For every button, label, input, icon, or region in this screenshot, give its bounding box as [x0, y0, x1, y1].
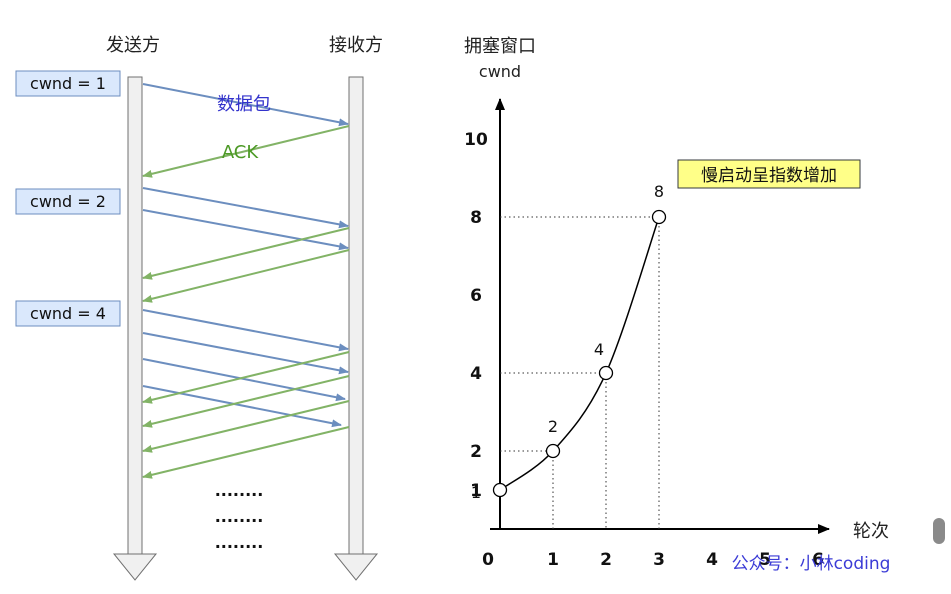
- y-tick-label: 1: [470, 481, 482, 501]
- ack-arrow: [142, 227, 350, 280]
- data-point: [651, 209, 667, 225]
- scrollbar-thumb[interactable]: [933, 518, 945, 544]
- ellipsis: ........: [215, 533, 264, 552]
- packet-arrow: [142, 309, 349, 352]
- cwnd-label: cwnd = 1: [30, 74, 106, 93]
- cwnd-label: cwnd = 2: [30, 192, 106, 211]
- ack-arrow: [142, 351, 350, 404]
- packet-arrows: [142, 83, 349, 428]
- receiver-timeline: [333, 76, 379, 581]
- x-tick-label: 5: [759, 550, 771, 570]
- x-tick-label: 4: [706, 550, 718, 570]
- y-tick-label: 2: [470, 442, 482, 462]
- x-tick-label: 0: [482, 550, 494, 570]
- y-axis-title: 拥塞窗口: [464, 36, 536, 57]
- packet-arrow: [142, 187, 349, 229]
- packet-label: 数据包: [217, 94, 271, 115]
- cwnd-box-1: cwnd = 1: [15, 70, 121, 97]
- data-point-label: 8: [654, 182, 664, 201]
- cwnd-box-2: cwnd = 2: [15, 188, 121, 215]
- ack-arrow: [142, 125, 350, 178]
- cwnd-label: cwnd = 4: [30, 304, 106, 323]
- data-point-label: 4: [594, 340, 604, 359]
- y-axis-unit: cwnd: [479, 62, 521, 81]
- x-tick-label: 2: [600, 550, 612, 570]
- ack-arrow: [142, 426, 350, 479]
- cwnd-curve: [499, 216, 660, 491]
- packet-arrow: [142, 209, 349, 251]
- x-tick-label: 6: [812, 550, 824, 570]
- y-tick-label: 6: [470, 286, 482, 306]
- receiver-label: 接收方: [329, 35, 383, 56]
- data-point: [598, 365, 614, 381]
- ack-arrow: [142, 400, 350, 453]
- packet-arrow: [142, 332, 349, 375]
- ack-arrow: [142, 375, 350, 428]
- x-tick-label: 3: [653, 550, 665, 570]
- sender-label: 发送方: [106, 35, 160, 56]
- cwnd-box-4: cwnd = 4: [15, 300, 121, 327]
- data-point-label: 1: [471, 483, 481, 502]
- ellipsis: ........: [215, 481, 264, 500]
- chart-title: 慢启动呈指数增加: [701, 165, 837, 186]
- y-tick-label: 4: [470, 364, 482, 384]
- ellipsis: ........: [215, 507, 264, 526]
- packet-arrow: [142, 358, 346, 402]
- x-tick-label: 1: [547, 550, 559, 570]
- y-tick-label: 10: [464, 130, 488, 150]
- chart-title-box: 慢启动呈指数增加: [677, 159, 861, 189]
- packet-arrow: [142, 385, 342, 428]
- data-point: [492, 482, 508, 498]
- data-point-label: 2: [548, 417, 558, 436]
- ack-arrow: [142, 249, 350, 303]
- ack-arrows: [142, 125, 350, 479]
- data-point: [545, 443, 561, 459]
- sender-timeline: [112, 76, 158, 581]
- watermark: 公众号：小林coding: [732, 554, 891, 574]
- ack-label: ACK: [222, 142, 260, 163]
- x-axis-title: 轮次: [853, 521, 889, 542]
- packet-arrow: [142, 83, 349, 127]
- y-tick-label: 8: [470, 208, 482, 228]
